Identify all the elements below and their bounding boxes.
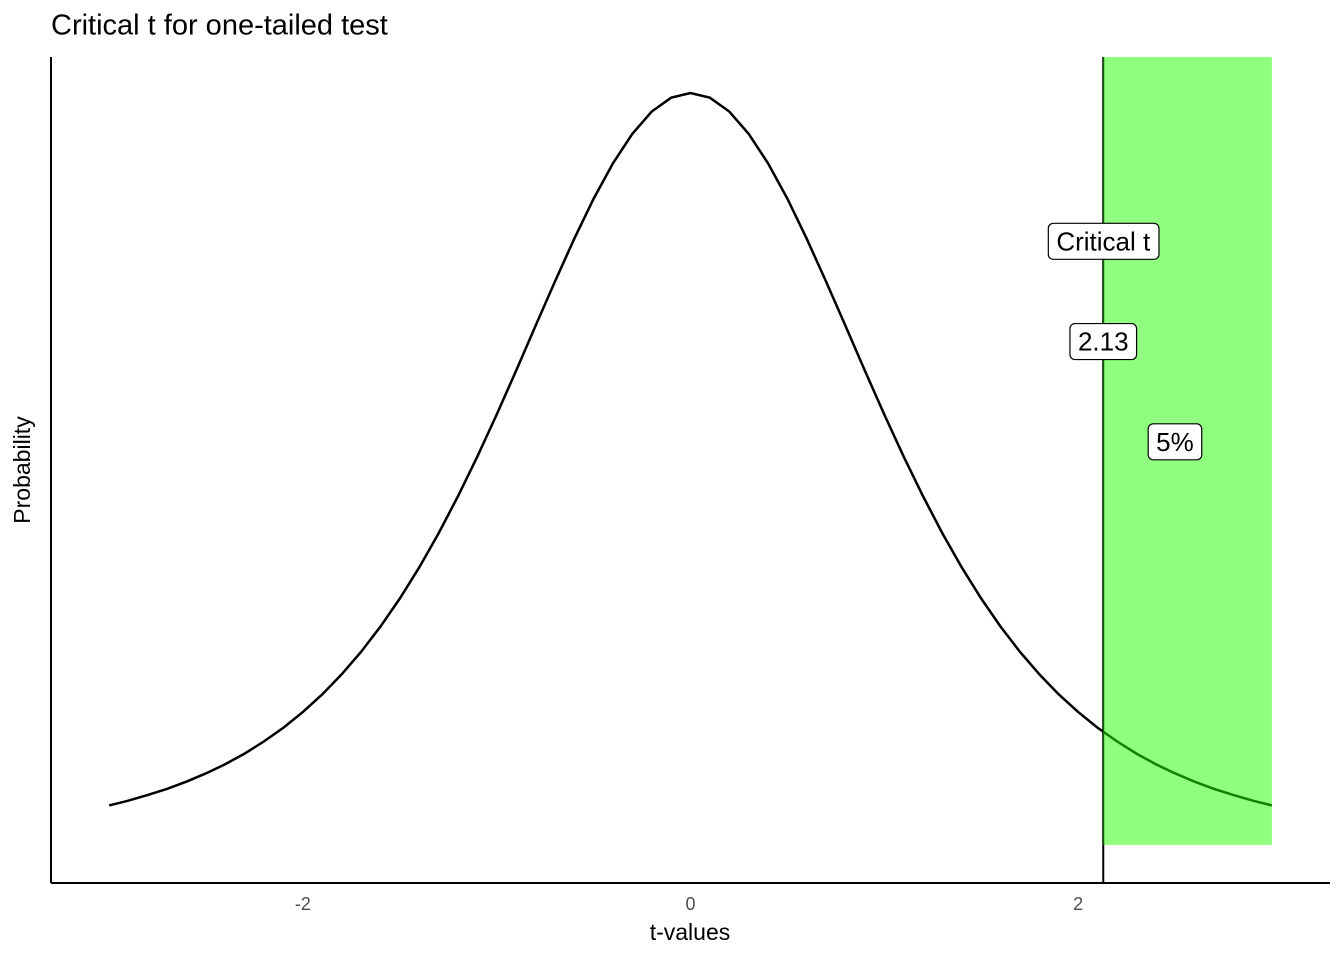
- annotation: Critical t: [1056, 226, 1151, 256]
- density-line: [108, 91, 1273, 807]
- y-axis-label: Probability: [9, 416, 35, 524]
- x-tick-label: 2: [1073, 894, 1083, 914]
- annotation-box: [1147, 423, 1203, 461]
- x-tick-label: -2: [295, 894, 311, 914]
- x-tick-label: 0: [685, 894, 695, 914]
- annotation-box: [1047, 222, 1160, 260]
- chart-title: Critical t for one-tailed test: [51, 10, 388, 42]
- annotation: 5%: [1156, 427, 1194, 457]
- annotation: 2.13: [1078, 327, 1129, 357]
- annotation-box: [1069, 322, 1138, 361]
- x-axis-label: t-values: [650, 919, 731, 945]
